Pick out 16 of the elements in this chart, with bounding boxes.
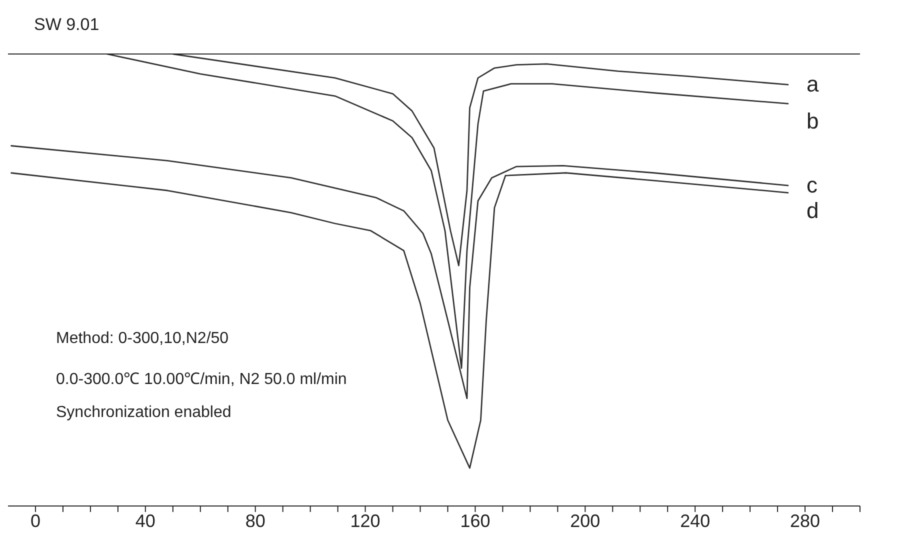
annotation: 0.0-300.0℃ 10.00℃/min, N2 50.0 ml/min [56, 370, 347, 389]
text: SW 9.01 [34, 15, 100, 35]
annotation: Method: 0-300,10,N2/50 [56, 330, 229, 348]
series-label: b [806, 108, 819, 134]
x-tick-label: 120 [350, 510, 380, 531]
annotation: Synchronization enabled [56, 404, 232, 422]
series-label: c [806, 172, 818, 198]
series-label: a [806, 72, 820, 97]
series-label: d [806, 198, 819, 223]
x-tick-label: 200 [570, 510, 600, 531]
x-tick-label: 280 [790, 510, 820, 531]
x-tick-label: 80 [245, 510, 266, 531]
x-tick-label: 40 [135, 510, 156, 531]
x-tick-label: 160 [460, 510, 490, 531]
x-tick-label: 0 [30, 510, 40, 531]
x-tick-label: 240 [680, 510, 710, 531]
